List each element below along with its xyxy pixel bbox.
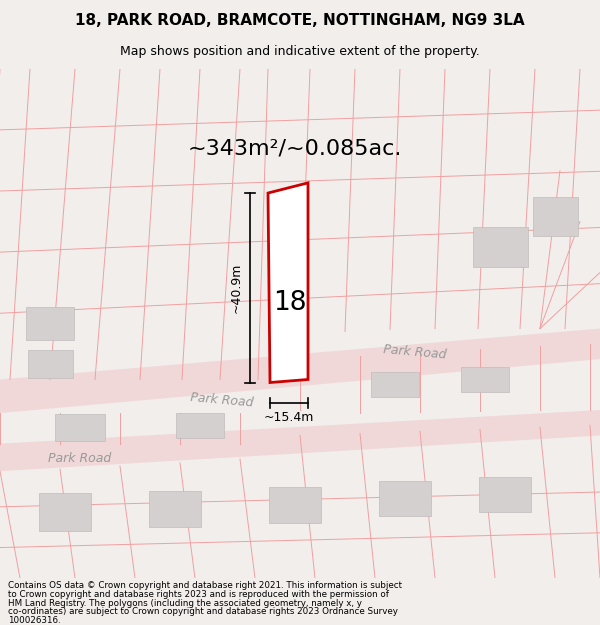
Bar (461, 367, 509, 392)
Bar (149, 491, 201, 528)
Bar (379, 481, 431, 516)
Bar (39, 492, 91, 531)
Text: to Crown copyright and database rights 2023 and is reproduced with the permissio: to Crown copyright and database rights 2… (8, 590, 389, 599)
Text: HM Land Registry. The polygons (including the associated geometry, namely x, y: HM Land Registry. The polygons (includin… (8, 599, 362, 608)
Bar (176, 412, 224, 438)
Bar (371, 372, 419, 398)
Text: Map shows position and indicative extent of the property.: Map shows position and indicative extent… (120, 45, 480, 58)
Text: ~343m²/~0.085ac.: ~343m²/~0.085ac. (188, 138, 402, 158)
Polygon shape (0, 410, 600, 471)
Bar (28, 350, 73, 379)
Bar (55, 414, 105, 441)
Bar (533, 197, 577, 236)
Polygon shape (268, 183, 308, 382)
Text: 18: 18 (273, 290, 307, 316)
Text: Park Road: Park Road (190, 391, 254, 409)
Bar (269, 487, 321, 522)
Text: 18, PARK ROAD, BRAMCOTE, NOTTINGHAM, NG9 3LA: 18, PARK ROAD, BRAMCOTE, NOTTINGHAM, NG9… (75, 13, 525, 28)
Bar (26, 307, 74, 340)
Text: ~15.4m: ~15.4m (264, 411, 314, 424)
Bar (479, 477, 531, 512)
Text: 100026316.: 100026316. (8, 616, 61, 625)
Text: Park Road: Park Road (383, 342, 447, 361)
Polygon shape (0, 329, 600, 413)
Text: Park Road: Park Road (49, 452, 112, 466)
Text: Contains OS data © Crown copyright and database right 2021. This information is : Contains OS data © Crown copyright and d… (8, 581, 402, 591)
Text: co-ordinates) are subject to Crown copyright and database rights 2023 Ordnance S: co-ordinates) are subject to Crown copyr… (8, 608, 398, 616)
Bar (473, 227, 527, 268)
Text: ~40.9m: ~40.9m (229, 262, 242, 313)
